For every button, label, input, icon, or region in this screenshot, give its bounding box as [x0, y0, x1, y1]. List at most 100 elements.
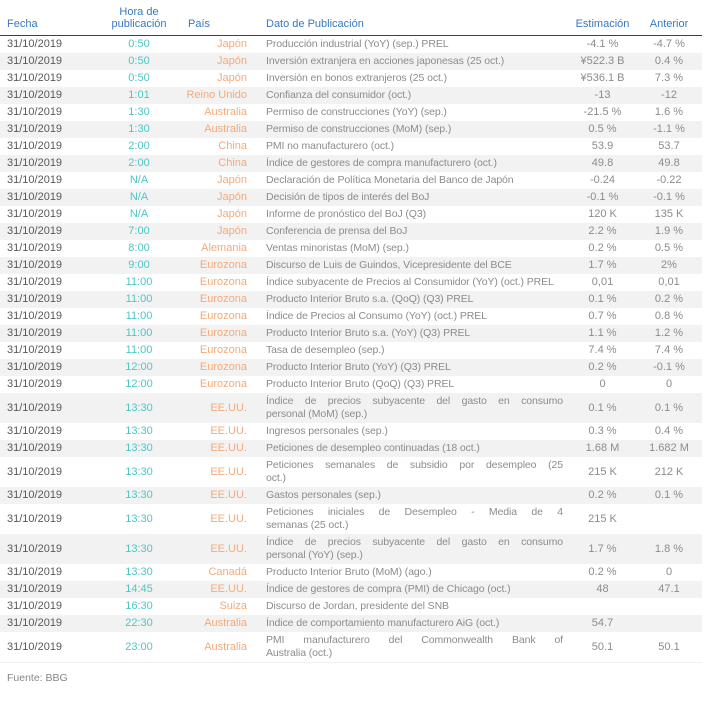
fecha-cell: 31/10/2019 [7, 38, 63, 50]
est: 215 K [588, 465, 617, 478]
pais-cell: Japón [217, 174, 247, 186]
pais-cell: Eurozona [199, 344, 247, 356]
ant: 0.8 % [654, 310, 684, 322]
dato-cell: Índice de precios subyacente del gasto e… [247, 393, 569, 423]
dato-cell: Permiso de construcciones (YoY) (sep.) [266, 106, 447, 118]
dato-cell: Tasa de desempleo (sep.) [266, 344, 385, 356]
dato-cell: PMI manufacturero del Commonwealth Bank … [247, 632, 569, 663]
ant: 0.2 % [654, 293, 684, 305]
est: 7.4 % [588, 344, 617, 356]
hora-cell: 1:30 [128, 106, 150, 118]
fecha-cell: 31/10/2019 [0, 632, 100, 663]
est: 120 K [588, 208, 617, 220]
fecha-cell: 31/10/2019 [7, 106, 63, 118]
est: ¥522.3 B [580, 55, 625, 67]
pais-cell: Australia [204, 617, 247, 629]
fecha-cell: 31/10/2019 [7, 276, 63, 288]
hora-cell: 11:00 [125, 327, 153, 339]
dato-cell: Inversión extranjera en acciones japones… [266, 55, 505, 67]
dato-cell: Peticiones semanales de subsidio por des… [247, 457, 569, 487]
table-row: 31/10/2019 13:30 Canadá Producto Interior B… [0, 564, 702, 581]
est: 1.68 M [585, 442, 620, 454]
pais-cell: EE.UU. [210, 442, 247, 454]
dato-line: semanas (25 oct.) [266, 519, 349, 531]
ant: 0,01 [658, 276, 680, 288]
economic-calendar-table: Fecha Hora de publicación País Dato de P… [0, 3, 702, 663]
hora-cell: 7:00 [128, 225, 150, 237]
dato-cell: Discurso de Jordan, presidente del SNB [266, 600, 449, 612]
fecha-cell: 31/10/2019 [7, 174, 63, 186]
hora-cell: 14:45 [125, 583, 153, 595]
table-row: 31/10/2019 2:00 China Índice de gestores de… [0, 155, 702, 172]
pais-cell: Japón [217, 191, 247, 203]
dato-line: personal (MoM) (sep.) [266, 408, 368, 420]
ant: 49.8 [658, 157, 680, 169]
table-row: 31/10/2019 13:30 EE.UU. Peticiones de desem… [0, 440, 702, 457]
dato-cell: Producto Interior Bruto (YoY) (Q3) PREL [266, 361, 451, 373]
hora-cell: 9:00 [128, 259, 150, 271]
pais-cell: Eurozona [199, 378, 247, 390]
pais-cell: Reino Unido [186, 89, 247, 101]
ant: -0.1 % [653, 191, 685, 203]
est: 1.7 % [588, 259, 617, 271]
fecha-cell: 31/10/2019 [7, 378, 63, 390]
table-row: 31/10/2019 12:00 Eurozona Producto Interior… [0, 376, 702, 393]
ant: 1.2 % [654, 327, 684, 339]
est: -0.24 [589, 174, 616, 186]
est: -0.1 % [586, 191, 619, 203]
table-row: 31/10/2019 0:50 Japón Inversión en bonos ex… [0, 70, 702, 87]
table-row: 31/10/2019 11:00 Eurozona Producto Interior… [0, 291, 702, 308]
ant: -0.1 % [653, 361, 685, 373]
dato-cell: Discurso de Luis de Guindos, Vicepreside… [266, 259, 512, 271]
dato-cell: Índice de Precios al Consumo (YoY) (oct.… [266, 310, 487, 322]
dato-line: Peticiones iniciales de Desempleo - Medi… [266, 506, 563, 518]
pais-cell: Australia [204, 123, 247, 135]
pais-cell: EE.UU. [210, 489, 247, 501]
pais-cell: Japón [217, 72, 247, 84]
table-row: 31/10/2019 13:30 EE.UU. Índice de precios s… [0, 393, 702, 423]
fecha-cell: 31/10/2019 [7, 89, 63, 101]
table-row: 31/10/2019 13:30 EE.UU. Ingresos personales… [0, 423, 702, 440]
table-row: 31/10/2019 11:00 Eurozona Índice subyacente… [0, 274, 702, 291]
pais-cell: Eurozona [199, 310, 247, 322]
dato-cell: Declaración de Política Monetaria del Ba… [266, 174, 514, 186]
dato-line: oct.) [266, 472, 286, 484]
pais-cell: Japón [217, 55, 247, 67]
fecha-cell: 31/10/2019 [7, 242, 63, 254]
fecha-cell: 31/10/2019 [7, 617, 63, 629]
fecha-cell: 31/10/2019 [7, 327, 63, 339]
ant: 0.5 % [654, 242, 684, 254]
dato-cell: Permiso de construcciones (MoM) (sep.) [266, 123, 452, 135]
hora-cell: 23:00 [100, 632, 178, 663]
est: 0.2 % [588, 361, 617, 373]
est: -13 [594, 89, 611, 101]
table-row: 31/10/2019 0:50 Japón Inversión extranjera … [0, 53, 702, 70]
table-row: 31/10/2019 2:00 China PMI no manufacturero … [0, 138, 702, 155]
fecha-cell: 31/10/2019 [7, 442, 63, 454]
column-header-hora: Hora de publicación [100, 3, 178, 35]
hora-cell: N/A [129, 208, 149, 220]
fecha-cell: 31/10/2019 [7, 465, 63, 478]
est: 0.3 % [588, 425, 617, 437]
fecha-cell: 31/10/2019 [7, 425, 63, 437]
hora-cell: 11:00 [125, 344, 153, 356]
fecha-cell: 31/10/2019 [7, 401, 63, 414]
fecha-cell: 31/10/2019 [7, 157, 63, 169]
dato-cell: Conferencia de prensa del BoJ [266, 225, 408, 237]
dato-cell: Ingresos personales (sep.) [266, 425, 388, 437]
ant: -1.1 % [653, 123, 685, 135]
table-row: 31/10/2019 13:30 EE.UU. Índice de precios s… [0, 534, 702, 564]
fecha-cell: 31/10/2019 [7, 208, 63, 220]
pais-cell: Australia [204, 106, 247, 118]
hora-cell: 11:00 [125, 293, 153, 305]
ant: 1.6 % [654, 106, 684, 118]
table-header: Fecha Hora de publicación País Dato de P… [0, 3, 702, 36]
fecha-cell: 31/10/2019 [7, 583, 63, 595]
hora-cell: 12:00 [125, 378, 153, 390]
est: 1.7 % [588, 542, 617, 555]
dato-cell: Decisión de tipos de interés del BoJ [266, 191, 430, 203]
hora-cell: 0:50 [128, 55, 150, 67]
ant: -4.7 % [653, 38, 685, 50]
hora-cell: 22:30 [125, 617, 153, 629]
dato-cell: Índice de comportamiento manufacturero A… [266, 617, 500, 629]
